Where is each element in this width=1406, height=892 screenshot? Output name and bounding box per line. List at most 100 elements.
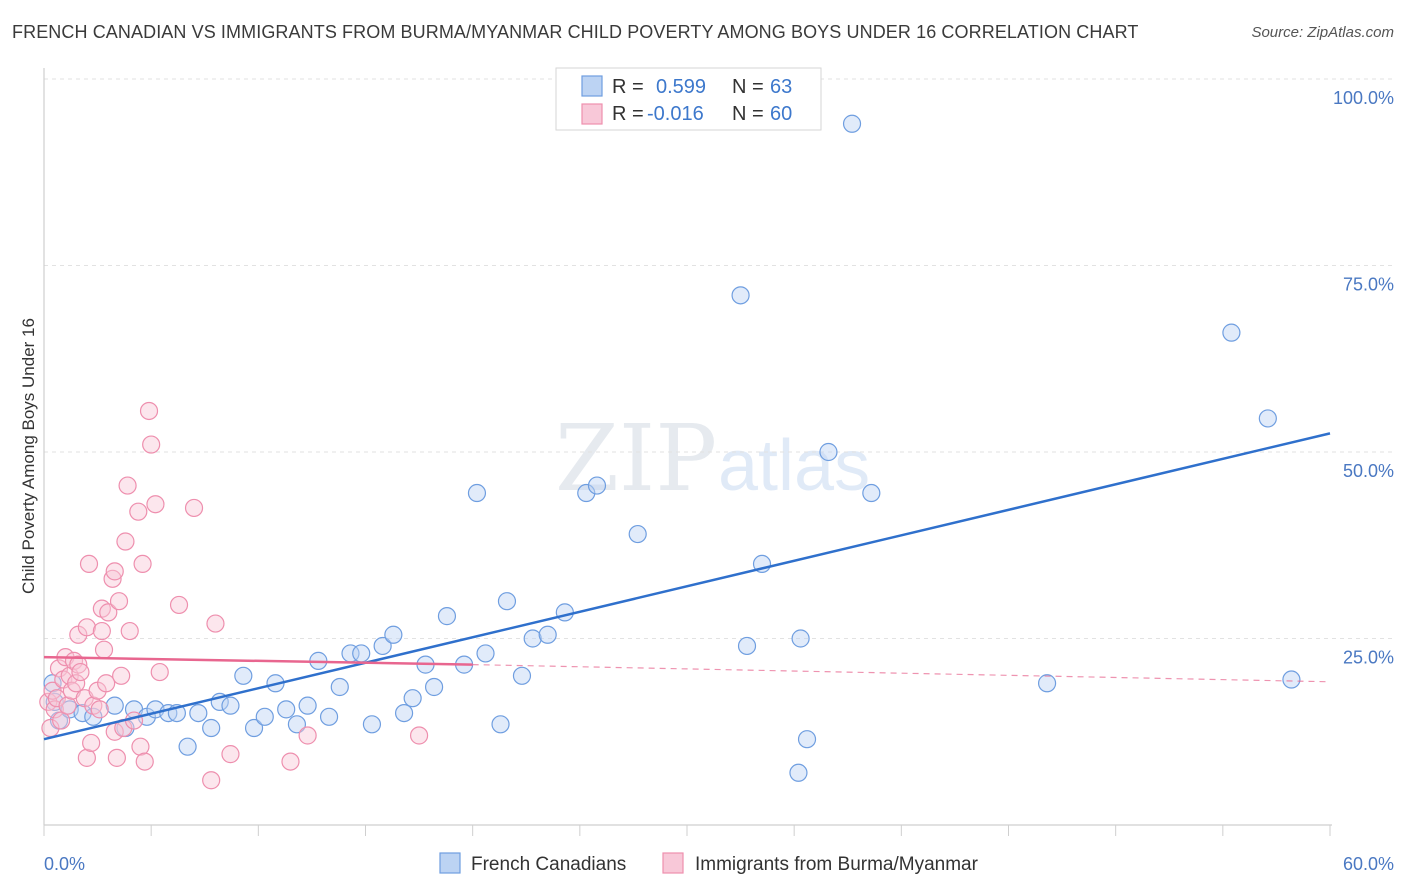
point-s1-9: [58, 696, 77, 715]
legend-n-label-1: N =: [732, 103, 764, 125]
stats-legend: R = 0.599 N = 63 R = -0.016 N = 60: [555, 67, 822, 131]
watermark-atlas: atlas: [718, 426, 870, 506]
point-s1-14: [69, 655, 88, 674]
point-s0-27: [330, 677, 349, 697]
y-axis-tick-labels: 25.0% 50.0% 75.0% 100.0%: [1333, 88, 1394, 668]
point-s0-58: [862, 483, 881, 503]
trend-lines: [43, 432, 1331, 741]
series-french-canadians-points: [43, 114, 1301, 782]
watermark-zip: ZIP: [555, 405, 717, 512]
point-s1-18: [77, 618, 96, 637]
point-s1-44: [135, 752, 154, 771]
point-s0-62: [1282, 670, 1301, 689]
legend-r-value-0: 0.599: [656, 76, 706, 98]
chart-title: FRENCH CANADIAN VS IMMIGRANTS FROM BURMA…: [12, 22, 1139, 42]
point-s1-51: [202, 771, 221, 790]
point-s1-37: [116, 532, 135, 551]
point-s1-30: [103, 569, 122, 588]
point-s1-42: [131, 737, 150, 756]
legend-n-value-0: 63: [770, 76, 792, 98]
y-tick-label-1: 50.0%: [1343, 461, 1394, 481]
y-tick-label-2: 75.0%: [1343, 275, 1394, 295]
point-s1-43: [133, 554, 152, 574]
point-s0-45: [538, 625, 557, 644]
point-s0-20: [255, 707, 274, 726]
point-s0-32: [384, 625, 403, 644]
point-s0-51: [737, 636, 757, 656]
point-s0-41: [491, 715, 510, 734]
legend-swatch-pink: [581, 103, 603, 125]
point-s0-15: [202, 718, 221, 738]
legend-swatch-blue: [581, 75, 603, 97]
bottom-legend-swatch-blue: [439, 852, 461, 874]
x-axis-ticks: [43, 825, 1331, 836]
point-s0-46: [555, 603, 574, 622]
point-s0-22: [277, 700, 296, 719]
x-tick-label-max: 60.0%: [1343, 854, 1394, 874]
point-s1-45: [139, 401, 159, 421]
legend-r-label-0: R =: [612, 76, 644, 98]
point-s1-39: [120, 621, 139, 641]
y-tick-label-3: 100.0%: [1333, 88, 1394, 108]
point-s1-20: [79, 554, 99, 574]
point-s1-50: [184, 498, 204, 518]
point-s1-55: [298, 726, 317, 745]
point-s1-35: [112, 666, 131, 685]
series-legend: French Canadians Immigrants from Burma/M…: [439, 852, 979, 875]
point-s0-43: [512, 666, 532, 685]
point-s0-19: [244, 718, 264, 738]
point-s0-60: [1222, 323, 1241, 342]
point-s0-53: [791, 629, 810, 648]
point-s1-27: [94, 640, 114, 659]
point-s0-26: [319, 707, 339, 726]
series-burma-points: [39, 401, 429, 790]
point-s1-41: [129, 502, 148, 521]
point-s1-48: [150, 662, 169, 682]
point-s0-13: [178, 737, 197, 756]
point-s0-44: [523, 629, 542, 648]
point-s0-57: [842, 114, 862, 133]
point-s1-56: [409, 726, 429, 745]
legend-r-value-1: -0.016: [647, 103, 704, 125]
trend-line-s1: [43, 655, 473, 666]
bottom-legend-swatch-pink: [662, 852, 684, 874]
point-s0-42: [497, 592, 517, 611]
point-s1-54: [281, 752, 300, 771]
watermark: ZIP atlas: [555, 405, 870, 512]
point-s0-23: [287, 715, 307, 734]
trend-line-s0: [43, 432, 1331, 741]
gridlines: [44, 78, 1392, 639]
legend-n-label-0: N =: [732, 76, 764, 98]
point-s0-36: [424, 677, 444, 697]
point-s1-33: [107, 748, 126, 767]
point-s0-4: [73, 703, 92, 723]
point-s0-33: [394, 703, 414, 723]
point-s0-55: [789, 763, 808, 782]
point-s0-6: [105, 696, 124, 715]
point-s0-54: [797, 730, 817, 749]
point-s1-13: [67, 674, 86, 693]
point-s1-24: [90, 700, 109, 719]
point-s1-15: [71, 662, 90, 682]
point-s0-17: [221, 696, 240, 715]
y-axis-title: Child Poverty Among Boys Under 16: [19, 318, 38, 594]
point-s1-46: [142, 435, 161, 454]
point-s0-39: [467, 483, 487, 503]
point-s0-49: [628, 524, 647, 544]
point-s1-47: [146, 495, 165, 514]
y-tick-label-0: 25.0%: [1343, 648, 1394, 668]
bottom-legend-label-0: French Canadians: [471, 854, 626, 875]
point-s1-53: [221, 745, 240, 764]
point-s1-21: [82, 733, 101, 753]
point-s0-61: [1258, 409, 1277, 428]
point-s1-52: [206, 614, 225, 633]
point-s1-19: [77, 748, 96, 767]
point-s0-37: [437, 607, 457, 626]
point-s1-31: [105, 562, 124, 581]
point-s1-34: [109, 592, 129, 611]
point-s0-30: [362, 715, 382, 734]
point-s1-4: [47, 689, 66, 708]
point-s1-38: [118, 476, 137, 495]
point-s0-59: [1037, 674, 1057, 693]
